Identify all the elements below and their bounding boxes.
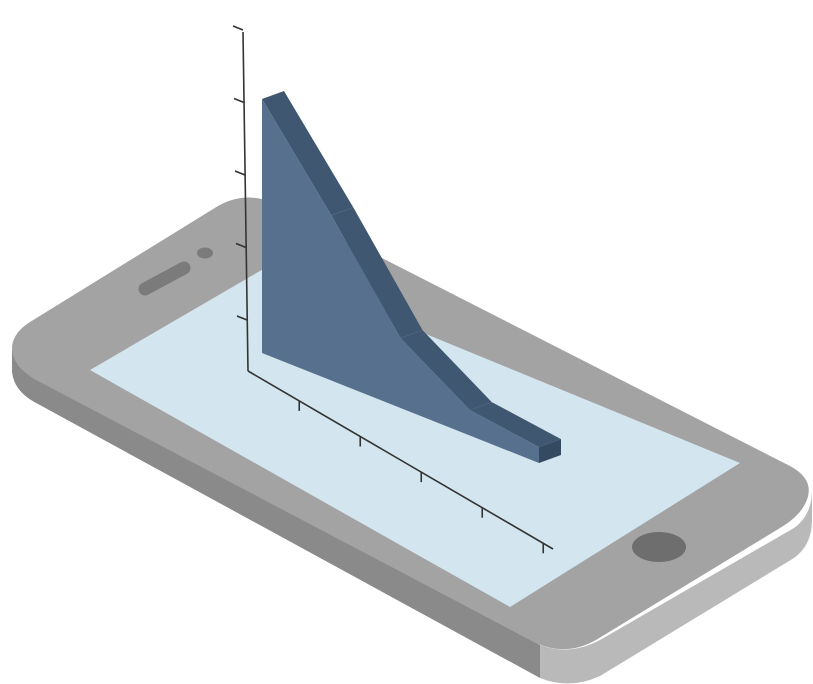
chart-axes	[232, 25, 554, 554]
y-tick	[232, 25, 244, 31]
smartphone	[12, 197, 812, 684]
y-tick	[236, 315, 248, 321]
x-axis	[247, 370, 554, 550]
home-button-icon	[632, 532, 686, 562]
speaker-icon	[138, 261, 191, 296]
camera-icon	[197, 247, 213, 259]
phone-side-left	[12, 345, 540, 678]
area-top-face	[400, 330, 492, 411]
y-tick	[235, 242, 247, 249]
phone-screen	[90, 268, 740, 607]
phone-side-front	[540, 490, 812, 684]
area-top-face	[331, 207, 423, 339]
area-end-face	[539, 439, 561, 463]
area-chart	[262, 91, 561, 463]
area-top-face	[469, 402, 561, 448]
area-front-face	[262, 99, 539, 463]
y-tick	[233, 97, 245, 104]
y-axis	[242, 31, 249, 372]
area-top-face	[262, 91, 354, 216]
y-tick	[234, 170, 246, 176]
